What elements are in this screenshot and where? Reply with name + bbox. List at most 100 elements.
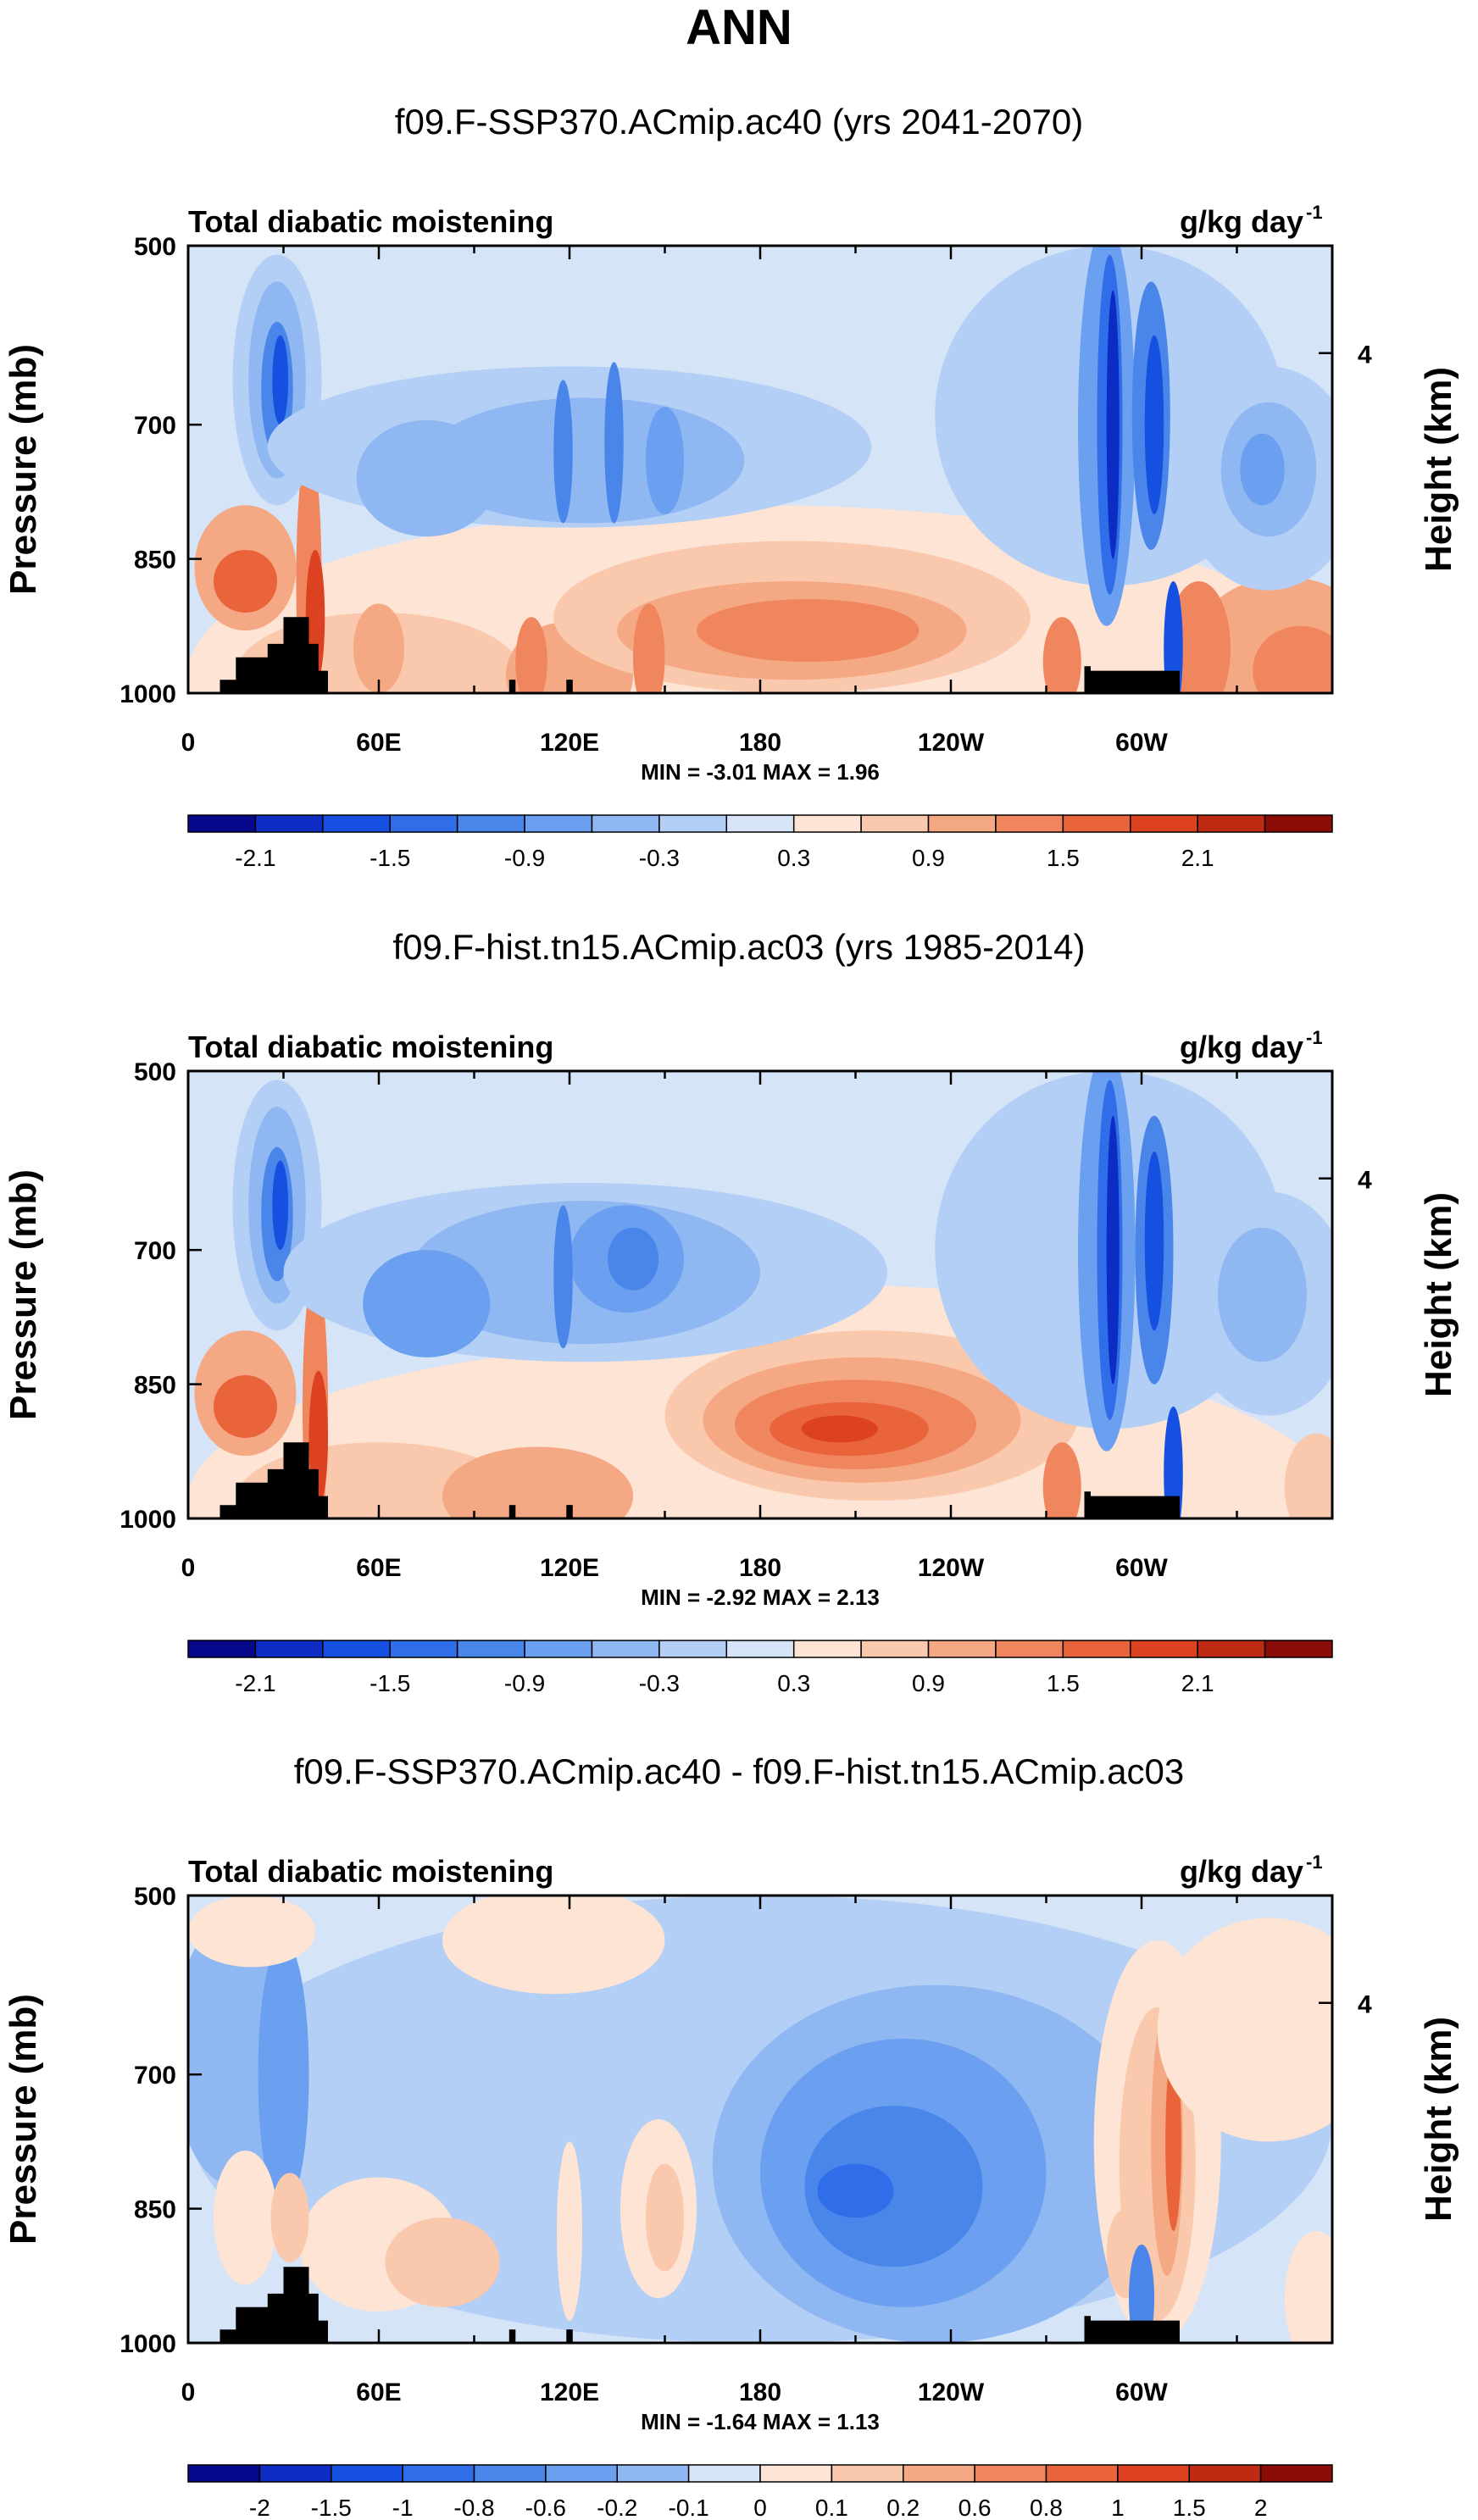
colorbar-label: -1.5 xyxy=(370,845,410,871)
contour-region xyxy=(1284,2231,1332,2343)
contour-region xyxy=(442,1896,665,1995)
topography-mask xyxy=(1084,1491,1180,1518)
x-tick-label: 180 xyxy=(739,729,781,757)
colorbar-label: -1 xyxy=(392,2495,414,2520)
colorbar-label: 2 xyxy=(1254,2495,1268,2520)
panel-units: g/kg day xyxy=(1180,204,1303,239)
colorbar-label: -0.9 xyxy=(504,845,545,871)
x-tick-label: 120W xyxy=(918,729,985,757)
colorbar-label: -0.6 xyxy=(525,2495,566,2520)
panel-1: f09.F-SSP370.ACmip.ac40 (yrs 2041-2070) T… xyxy=(3,102,1459,871)
colorbar-swatch xyxy=(725,814,795,833)
y2-tick-label: 4 xyxy=(1358,1167,1372,1195)
topography-mask xyxy=(508,1505,516,1518)
x-tick-label: 120W xyxy=(918,2378,985,2406)
colorbar-swatch xyxy=(927,814,997,833)
colorbar-swatch xyxy=(1130,814,1198,833)
colorbar-swatch xyxy=(1062,814,1131,833)
colorbar-label: 0.3 xyxy=(777,1670,810,1696)
topography-mask xyxy=(508,2329,516,2343)
contour-region xyxy=(608,1227,658,1291)
contour-region xyxy=(1218,1227,1307,1363)
colorbar-label: -2.1 xyxy=(235,845,275,871)
min-max-stats: MIN = -3.01 MAX = 1.96 xyxy=(641,759,880,785)
colorbar-label: 1.5 xyxy=(1173,2495,1206,2520)
contour-region xyxy=(804,2106,983,2267)
contour-region xyxy=(1164,1407,1183,1518)
contour-region xyxy=(553,1205,573,1349)
x-tick-label: 120E xyxy=(540,1554,599,1582)
colorbar-swatch xyxy=(1062,1640,1131,1658)
contour-region xyxy=(1253,625,1332,693)
colorbar-swatch xyxy=(1117,2464,1190,2483)
x-tick-label: 120E xyxy=(540,729,599,757)
y2-axis-label: Height (km) xyxy=(1418,1192,1459,1397)
x-tick-label: 0 xyxy=(181,1554,196,1582)
colorbar-swatch xyxy=(1188,2464,1262,2483)
colorbar-swatch xyxy=(322,1640,391,1658)
colorbar-swatch xyxy=(254,814,324,833)
x-tick-label: 120E xyxy=(540,2378,599,2406)
contour-region xyxy=(1144,335,1164,514)
y-tick-label: 500 xyxy=(134,1883,176,1911)
contour-region xyxy=(553,380,573,524)
contour-region xyxy=(817,2163,894,2218)
contour-region xyxy=(1165,2051,1181,2231)
contour-region xyxy=(1240,433,1285,506)
panel-title: f09.F-SSP370.ACmip.ac40 (yrs 2041-2070) xyxy=(395,102,1083,142)
x-tick-label: 60E xyxy=(356,2378,401,2406)
colorbar-swatch xyxy=(456,1640,525,1658)
colorbar-label: 1.5 xyxy=(1047,1670,1080,1696)
y-tick-label: 500 xyxy=(134,1058,176,1086)
colorbar-label: 0.9 xyxy=(912,1670,945,1696)
y-tick-label: 700 xyxy=(134,1237,176,1265)
panel-units: g/kg day xyxy=(1180,1030,1303,1064)
colorbar-swatch xyxy=(658,814,728,833)
colorbar-swatch xyxy=(658,1640,728,1658)
topography-mask xyxy=(1084,2316,1180,2343)
x-tick-label: 60W xyxy=(1115,2378,1168,2406)
contour-region xyxy=(697,599,920,663)
colorbar: -2.1 -1.5 -0.9 -0.3 0.3 0.9 1.5 2.1 xyxy=(187,1640,1333,1696)
panel-units-exponent: -1 xyxy=(1306,1851,1323,1873)
colorbar-swatch xyxy=(687,2464,761,2483)
colorbar-swatch xyxy=(524,1640,593,1658)
y-tick-label: 700 xyxy=(134,2062,176,2090)
y-tick-label: 850 xyxy=(134,547,176,574)
colorbar-swatch xyxy=(389,814,458,833)
contour-region xyxy=(1129,2244,1154,2343)
colorbar-swatch xyxy=(995,814,1064,833)
y-axis-label: Pressure (mb) xyxy=(3,1994,44,2245)
contour-region xyxy=(272,1160,289,1251)
topography-mask xyxy=(1084,666,1180,693)
colorbar-label: -0.8 xyxy=(453,2495,494,2520)
colorbar-swatch xyxy=(1259,2464,1333,2483)
y-tick-label: 700 xyxy=(134,412,176,440)
colorbar-swatch xyxy=(1045,2464,1119,2483)
x-tick-label: 0 xyxy=(181,729,196,757)
colorbar-swatch xyxy=(759,2464,833,2483)
colorbar-swatch xyxy=(903,2464,975,2483)
colorbar-label: -2 xyxy=(249,2495,270,2520)
y2-axis-label: Height (km) xyxy=(1418,367,1459,572)
contour-region xyxy=(188,1896,315,1968)
x-tick-label: 60W xyxy=(1115,1554,1168,1582)
contour-region xyxy=(801,1415,878,1443)
contour-region xyxy=(1167,581,1231,693)
colorbar-swatch xyxy=(1130,1640,1198,1658)
y2-axis-label: Height (km) xyxy=(1418,2017,1459,2222)
colorbar: -2 -1.5 -1 -0.8 -0.6 -0.2 -0.1 0 0.1 0.2 0.6 0.8 1 1.… xyxy=(187,2464,1333,2520)
y-axis-label: Pressure (mb) xyxy=(3,1169,44,1420)
colorbar-label: -0.3 xyxy=(639,845,680,871)
contour-region xyxy=(1144,1152,1164,1331)
colorbar-label: 1 xyxy=(1111,2495,1125,2520)
colorbar-swatch xyxy=(254,1640,324,1658)
colorbar-swatch xyxy=(456,814,525,833)
x-tick-label: 60W xyxy=(1115,729,1168,757)
colorbar-swatch xyxy=(524,814,593,833)
contour-region xyxy=(385,2217,500,2307)
colorbar-swatch xyxy=(792,1640,862,1658)
colorbar-swatch xyxy=(974,2464,1047,2483)
panel-variable-label: Total diabatic moistening xyxy=(188,1854,553,1889)
panel-title: f09.F-SSP370.ACmip.ac40 - f09.F-hist.tn1… xyxy=(294,1751,1184,1791)
